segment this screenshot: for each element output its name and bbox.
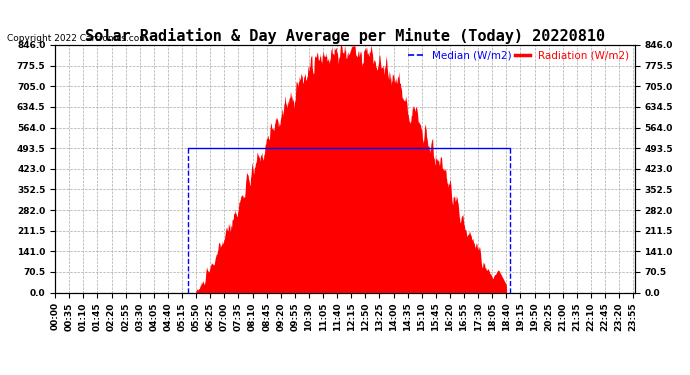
Text: Copyright 2022 Cartronics.com: Copyright 2022 Cartronics.com bbox=[7, 34, 148, 43]
Title: Solar Radiation & Day Average per Minute (Today) 20220810: Solar Radiation & Day Average per Minute… bbox=[85, 28, 605, 44]
Legend: Median (W/m2), Radiation (W/m2): Median (W/m2), Radiation (W/m2) bbox=[408, 50, 629, 60]
